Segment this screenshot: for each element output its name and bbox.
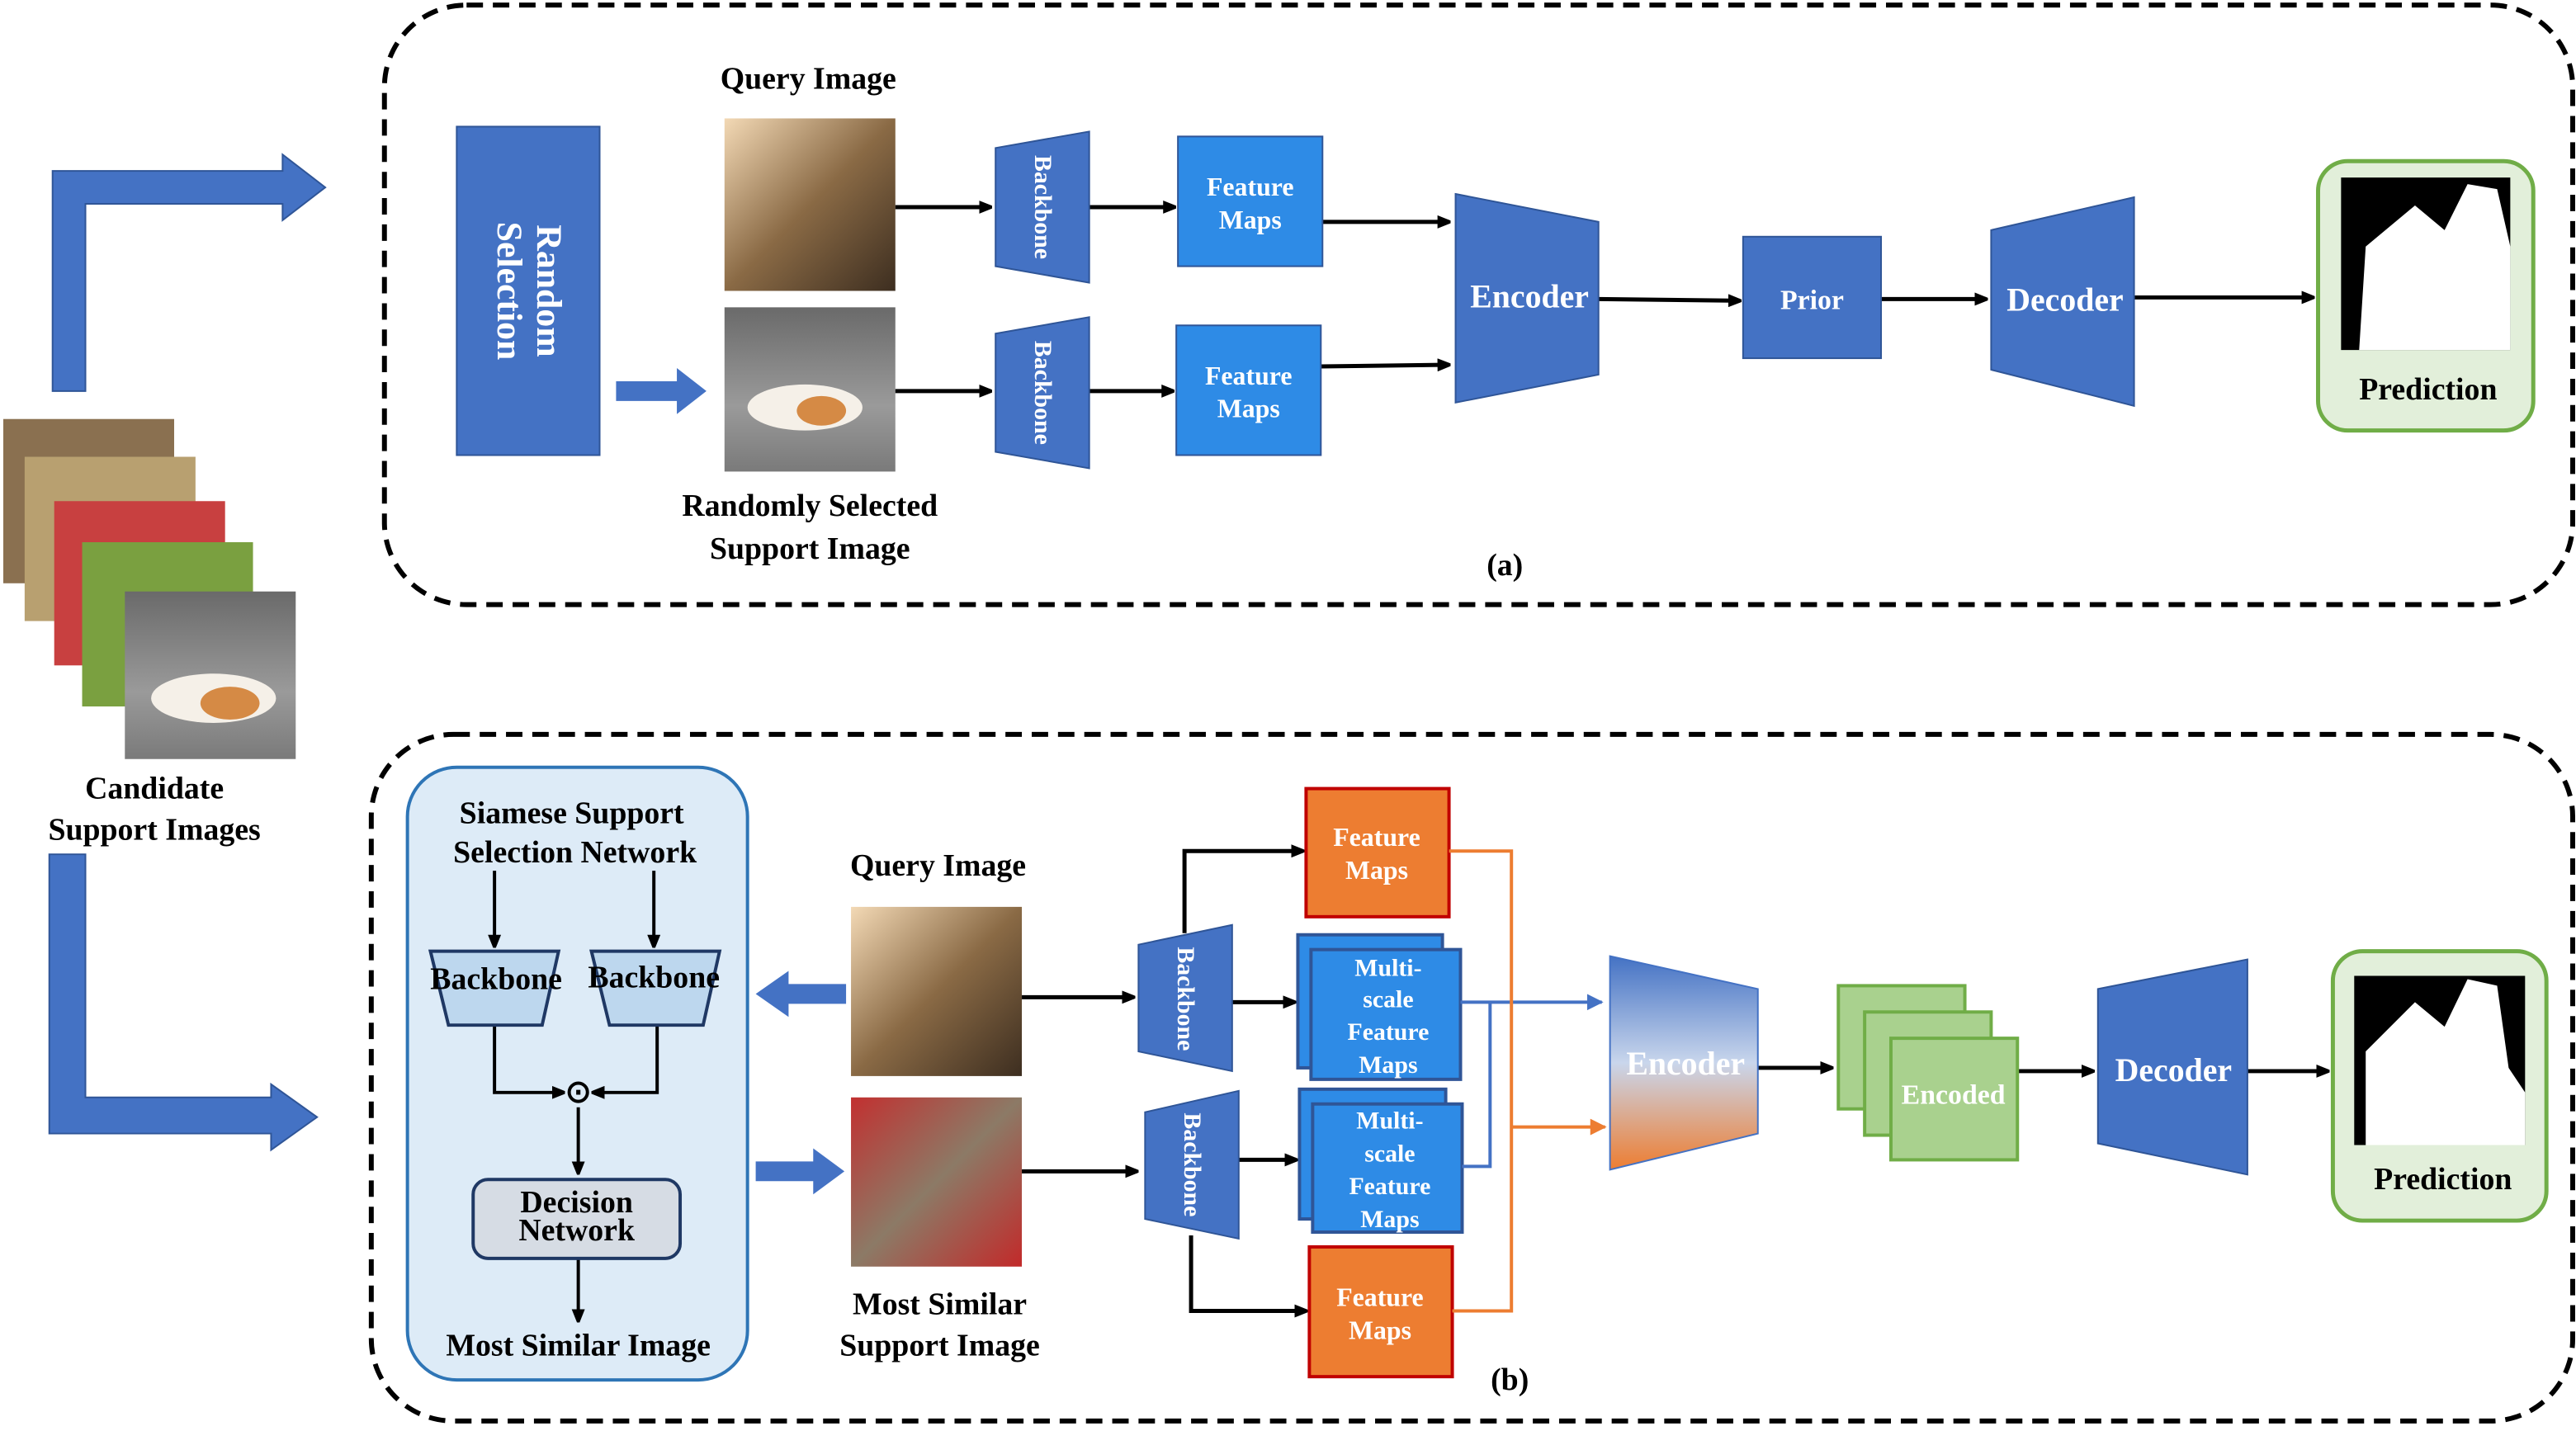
feature-maps-label: Maps <box>1217 394 1280 423</box>
decision-network-box <box>471 1178 683 1260</box>
panel-a <box>381 2 2576 607</box>
backbone-label: Backbone <box>1029 155 1056 259</box>
siamese-title: Selection Network <box>453 835 697 870</box>
elementwise-product-icon: ⊙ <box>565 1075 592 1110</box>
support-image-label: Support Image <box>710 531 910 566</box>
multiscale-label: Maps <box>1360 1206 1419 1233</box>
encoder-label: Encoder <box>1626 1046 1745 1082</box>
support-image-label: Most Similar <box>853 1287 1027 1322</box>
arrow-left <box>755 971 847 1018</box>
decoder-label: Decoder <box>2115 1052 2232 1089</box>
encoded-stack: Encoded <box>1836 984 2020 1162</box>
siamese-backbone-left <box>428 949 561 1027</box>
prior-box <box>1742 235 1883 360</box>
backbone-query <box>995 130 1090 284</box>
feature-maps-label: Feature <box>1205 361 1292 390</box>
most-similar-output-label: Most Similar Image <box>446 1328 711 1363</box>
multiscale-label: Feature <box>1347 1018 1429 1046</box>
arrow-to-panel-b <box>48 853 319 1152</box>
support-image-label: Support Image <box>839 1328 1040 1363</box>
backbone-query <box>1137 923 1233 1073</box>
feature-maps-label: Maps <box>1345 856 1408 885</box>
encoder <box>1454 192 1600 404</box>
multiscale-label: Feature <box>1349 1173 1430 1200</box>
query-image-label: Query Image <box>850 848 1026 883</box>
decoder <box>1990 196 2135 408</box>
siamese-backbone-right <box>589 949 722 1027</box>
decoder <box>2096 958 2248 1176</box>
backbone-support <box>995 316 1090 470</box>
decision-network-label: Decision <box>520 1185 632 1220</box>
feature-maps-label: Feature <box>1333 823 1420 852</box>
feature-maps-label: Feature <box>1336 1283 1423 1312</box>
feature-maps-query <box>1177 135 1324 267</box>
arrow-to-panel-a <box>51 153 327 392</box>
multiscale-label: scale <box>1364 1140 1415 1167</box>
multiscale-feature-maps-support: Multi- scale Feature Maps <box>1297 1087 1464 1234</box>
feature-maps-label: Feature <box>1207 172 1293 201</box>
siamese-title: Siamese Support <box>460 796 684 830</box>
feature-maps-query <box>1304 786 1451 919</box>
caption-a: (a) <box>1487 548 1523 583</box>
backbone-label: Backbone <box>430 961 562 996</box>
candidate-support-images <box>2 418 296 759</box>
feature-maps-label: Maps <box>1219 205 1282 234</box>
multiscale-feature-maps-query: Multi- scale Feature Maps <box>1296 933 1463 1081</box>
query-image-label: Query Image <box>721 62 896 97</box>
multiscale-label: Maps <box>1359 1051 1417 1079</box>
prediction-label: Prediction <box>2359 372 2497 407</box>
encoder <box>1609 955 1759 1171</box>
support-image-label: Randomly Selected <box>682 489 938 523</box>
random-selection-label: Random <box>529 224 569 357</box>
feature-maps-label: Maps <box>1349 1315 1411 1344</box>
backbone-label: Backbone <box>1179 1112 1206 1216</box>
multiscale-label: Multi- <box>1356 1107 1423 1135</box>
arrow-right <box>616 368 707 414</box>
query-image <box>851 906 1023 1076</box>
arrow-right <box>755 1148 845 1195</box>
backbone-label: Backbone <box>1029 341 1056 445</box>
prior-label: Prior <box>1780 285 1844 315</box>
query-image <box>724 118 896 291</box>
encoder-label: Encoder <box>1470 278 1589 314</box>
prediction-label: Prediction <box>2374 1162 2512 1197</box>
most-similar-support-image <box>851 1097 1023 1267</box>
multiscale-label: scale <box>1363 985 1413 1013</box>
feature-maps-support <box>1175 324 1322 456</box>
candidates-label: Candidate <box>85 772 224 806</box>
encoded-label: Encoded <box>1902 1080 2006 1111</box>
backbone-label: Backbone <box>588 960 720 994</box>
candidates-label: Support Images <box>48 812 260 847</box>
caption-b: (b) <box>1491 1363 1529 1397</box>
decoder-label: Decoder <box>2006 281 2123 318</box>
random-selection-label: Selection <box>489 222 529 361</box>
random-selection-box <box>456 125 601 456</box>
multiscale-label: Multi- <box>1354 954 1421 981</box>
backbone-support <box>1144 1089 1240 1240</box>
decision-network-label: Network <box>518 1213 635 1248</box>
panel-b <box>368 731 2576 1424</box>
backbone-label: Backbone <box>1172 947 1199 1051</box>
